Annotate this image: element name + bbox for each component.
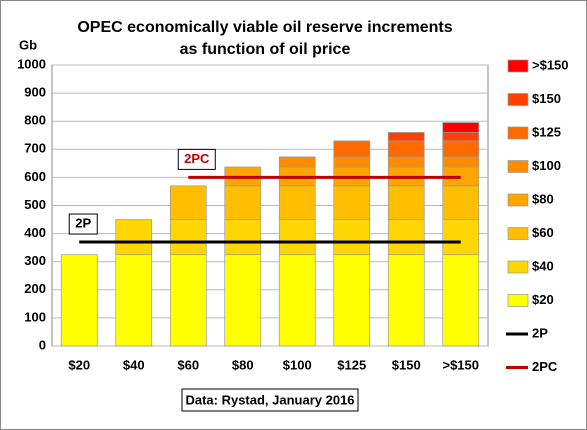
- line-label: 2P: [75, 215, 91, 230]
- bar-segment: [387, 219, 425, 256]
- bar-segment: [169, 254, 207, 347]
- legend-label: 2PC: [532, 359, 558, 374]
- chart-title: as function of oil price: [180, 41, 351, 58]
- bar-segment: [278, 156, 316, 168]
- legend-swatch: [507, 160, 529, 173]
- bar-segment: [387, 140, 425, 158]
- legend-label: $60: [532, 225, 554, 240]
- bar-segment: [333, 156, 371, 168]
- bar-segment: [442, 122, 480, 133]
- bar-segment: [169, 219, 207, 256]
- bar-segment: [169, 185, 207, 220]
- bar-segment: [278, 219, 316, 256]
- line-label-box: [177, 148, 216, 170]
- x-tick-label: $40: [123, 357, 145, 372]
- chart-title: OPEC economically viable oil reserve inc…: [77, 19, 452, 36]
- annotation: Data: Rystad, January 2016: [185, 392, 354, 407]
- y-tick-label: 400: [24, 225, 46, 240]
- bar-segment: [333, 254, 371, 347]
- legend-swatch: [507, 193, 529, 207]
- y-tick-label: 700: [24, 141, 46, 156]
- legend-label: $40: [532, 258, 554, 273]
- bar-segment: [387, 132, 425, 142]
- bar-segment: [115, 254, 153, 347]
- line-label: 2PC: [184, 151, 210, 166]
- bar-segment: [115, 219, 153, 256]
- bar-segment: [442, 156, 480, 168]
- x-tick-label: $60: [177, 357, 199, 372]
- bar-segment: [278, 254, 316, 347]
- y-tick-label: 300: [24, 253, 46, 268]
- legend-label: 2P: [532, 325, 548, 340]
- x-tick-label: $20: [68, 357, 90, 372]
- x-tick-label: >$150: [442, 357, 479, 372]
- legend-swatch: [507, 59, 529, 73]
- x-tick-label: $150: [392, 357, 421, 372]
- y-tick-label: 500: [24, 197, 46, 212]
- bar-segment: [387, 185, 425, 220]
- legend-label: $100: [532, 158, 561, 173]
- bar-segment: [387, 156, 425, 168]
- legend-swatch: [507, 126, 529, 140]
- bar-segment: [333, 219, 371, 256]
- legend-label: >$150: [532, 57, 569, 72]
- y-axis-label: Gb: [19, 37, 37, 52]
- y-tick-label: 200: [24, 281, 46, 296]
- bar-segment: [442, 132, 480, 142]
- bar-segment: [442, 219, 480, 256]
- legend-swatch: [507, 294, 529, 307]
- x-tick-label: $80: [232, 357, 254, 372]
- bar-segment: [224, 185, 262, 220]
- bar-segment: [333, 140, 371, 158]
- bar-segment: [224, 254, 262, 347]
- bar-segment: [442, 140, 480, 158]
- bar-segment: [333, 185, 371, 220]
- y-tick-label: 900: [24, 85, 46, 100]
- y-tick-label: 0: [39, 337, 46, 352]
- x-tick-label: $100: [283, 357, 312, 372]
- legend-label: $150: [532, 91, 561, 106]
- line-label-box: [68, 213, 98, 235]
- bar-segment: [442, 185, 480, 220]
- legend-label: $80: [532, 191, 554, 206]
- legend-swatch: [507, 260, 529, 274]
- legend-swatch: [507, 93, 529, 106]
- y-tick-label: 1000: [17, 56, 46, 71]
- y-tick-label: 100: [24, 309, 46, 324]
- bar-segment: [60, 254, 98, 347]
- y-tick-label: 600: [24, 169, 46, 184]
- y-tick-label: 800: [24, 113, 46, 128]
- annotation-box: [181, 388, 359, 412]
- bar-segment: [387, 254, 425, 347]
- bar-segment: [442, 254, 480, 347]
- bar-segment: [224, 219, 262, 256]
- bar-segment: [278, 185, 316, 220]
- legend-label: $125: [532, 124, 561, 139]
- x-tick-label: $125: [337, 357, 366, 372]
- legend-label: $20: [532, 292, 554, 307]
- legend-swatch: [507, 227, 529, 240]
